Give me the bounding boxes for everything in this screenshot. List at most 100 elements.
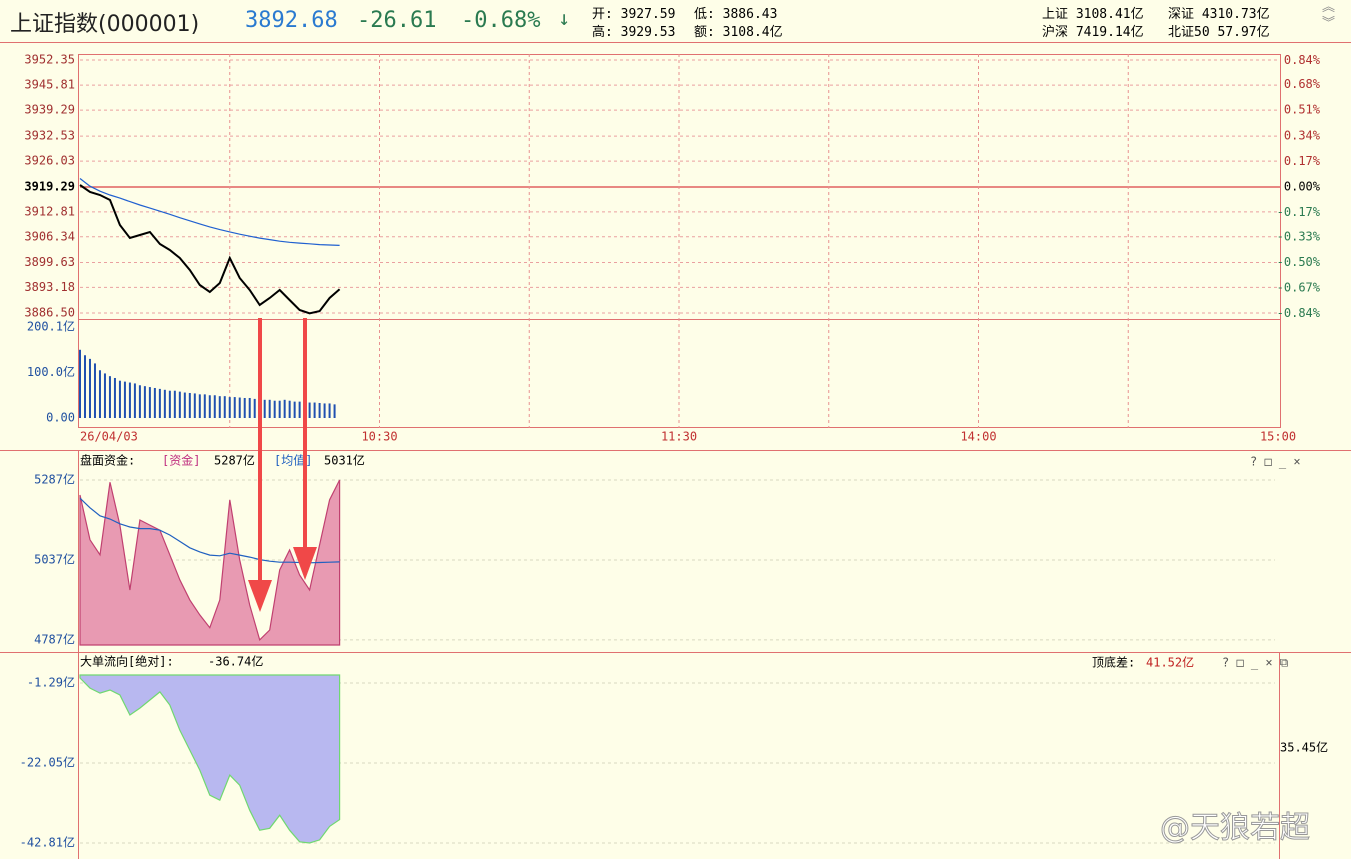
stat: 低: 3886.43 xyxy=(694,7,778,22)
bar xyxy=(118,380,121,418)
x-tick-label: 15:00 xyxy=(1260,430,1296,444)
bar xyxy=(308,402,311,418)
bar xyxy=(298,401,301,418)
market: 上证 3108.41亿 xyxy=(1042,7,1144,22)
y2-tick-label: -0.67% xyxy=(1277,280,1321,294)
bar xyxy=(143,386,146,418)
bar xyxy=(153,387,156,418)
line xyxy=(79,178,340,246)
x-tick-label: 26/04/03 xyxy=(80,430,138,444)
bar xyxy=(318,402,321,418)
bar xyxy=(213,395,216,418)
stat: 高: 3929.53 xyxy=(592,25,676,40)
legend-name: [资金] xyxy=(162,453,200,468)
bar xyxy=(263,399,266,418)
y-tick-label: 0.00 xyxy=(46,410,75,424)
annotation: 41.52亿 xyxy=(1146,655,1194,670)
annotation: 35.45亿 xyxy=(1280,740,1328,755)
bar xyxy=(98,370,101,418)
y-tick-label: 3952.35 xyxy=(24,52,75,66)
bar xyxy=(328,403,331,418)
y-tick-label: 3926.03 xyxy=(24,154,75,168)
bar xyxy=(268,399,271,418)
y-tick-label: 5287亿 xyxy=(34,471,75,486)
bar xyxy=(138,385,141,418)
y-tick-label: 3893.18 xyxy=(24,280,75,294)
y2-tick-label: 0.51% xyxy=(1284,103,1321,117)
bar xyxy=(108,376,111,418)
bar xyxy=(273,400,276,418)
market: 深证 4310.73亿 xyxy=(1168,7,1270,22)
stat: 开: 3927.59 xyxy=(592,7,676,22)
y-tick-label: 100.0亿 xyxy=(27,364,75,379)
bar xyxy=(238,397,241,418)
panel-buttons[interactable]: ? □ _ × ⧉ xyxy=(1222,656,1289,670)
bar xyxy=(163,389,166,418)
watermark: @天狼若超 xyxy=(1160,811,1310,846)
bar xyxy=(128,382,131,418)
panel-value: -36.74亿 xyxy=(208,654,263,669)
y-tick-label: 200.1亿 xyxy=(27,319,75,334)
bar xyxy=(253,398,256,418)
change: -26.61 xyxy=(357,8,437,33)
bar xyxy=(313,402,316,418)
bar xyxy=(288,400,291,418)
bar xyxy=(223,396,226,418)
y2-tick-label: 0.34% xyxy=(1284,128,1321,142)
scroll-buttons[interactable]: ︽ ︾ xyxy=(1322,0,1336,31)
bar xyxy=(193,393,196,418)
area xyxy=(79,479,341,646)
area xyxy=(79,674,341,844)
legend-value: 5287亿 xyxy=(214,453,255,468)
bar xyxy=(233,397,236,418)
bar xyxy=(188,392,191,418)
bar xyxy=(218,396,221,418)
y2-tick-label: -0.33% xyxy=(1277,229,1321,243)
y-tick-label: 3932.53 xyxy=(24,129,75,143)
stat: 额: 3108.4亿 xyxy=(694,25,783,40)
market: 沪深 7419.14亿 xyxy=(1042,25,1144,40)
panel-title: 大单流向[绝对]: xyxy=(80,654,174,669)
bar xyxy=(133,383,136,418)
down-arrow: ↓ xyxy=(558,6,571,30)
x-tick-label: 11:30 xyxy=(661,430,697,444)
y2-tick-label: 0.17% xyxy=(1284,154,1321,168)
bar xyxy=(203,394,206,418)
legend-name: [均值] xyxy=(274,453,312,468)
bar xyxy=(243,397,246,418)
bar xyxy=(158,388,161,418)
line xyxy=(79,184,341,315)
y2-tick-label: -0.84% xyxy=(1277,306,1321,320)
legend-value: 5031亿 xyxy=(324,453,365,468)
bar xyxy=(183,392,186,418)
y-tick-label: -22.05亿 xyxy=(20,755,75,770)
bar xyxy=(123,381,126,418)
bar xyxy=(293,401,296,418)
bar xyxy=(173,390,176,418)
bar xyxy=(178,391,181,418)
y-tick-label: 3919.29 xyxy=(24,180,75,194)
bar xyxy=(93,363,96,418)
y-tick-label: -1.29亿 xyxy=(27,675,75,690)
marks: 3952.35 3945.81 3939.29 3932.53 3926.03 3919.… xyxy=(20,52,1321,849)
bar xyxy=(88,358,91,418)
y-tick-label: -42.81亿 xyxy=(20,834,75,849)
bar xyxy=(333,404,336,418)
bar xyxy=(103,373,106,418)
bar xyxy=(278,400,281,418)
y-tick-label: 3912.81 xyxy=(24,204,75,218)
arrows xyxy=(248,318,317,612)
panel-buttons[interactable]: ? □ _ × xyxy=(1250,455,1301,469)
y-tick-label: 5037亿 xyxy=(34,551,75,566)
annotation: 顶底差: xyxy=(1092,655,1135,670)
y2-tick-label: 0.84% xyxy=(1284,53,1321,67)
y-tick-label: 3906.34 xyxy=(24,229,75,243)
title: 上证指数(000001) xyxy=(10,12,200,37)
panel-title: 盘面资金: xyxy=(80,453,135,468)
bar xyxy=(283,399,286,418)
x-tick-label: 10:30 xyxy=(361,430,397,444)
price: 3892.68 xyxy=(245,8,338,33)
bar xyxy=(113,377,116,418)
bar xyxy=(198,394,201,418)
